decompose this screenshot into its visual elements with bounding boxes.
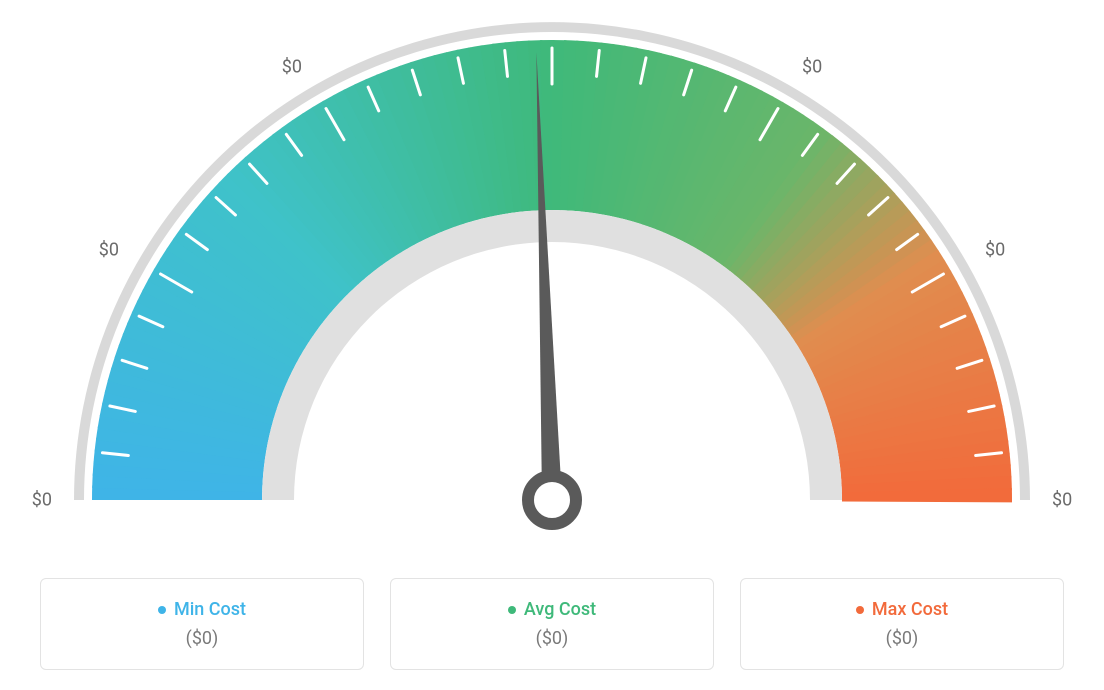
gauge-tick-label: $0 (32, 490, 52, 511)
legend-label-max: Max Cost (856, 599, 948, 620)
legend-label-text: Min Cost (174, 599, 246, 620)
legend-card-avg: Avg Cost ($0) (390, 578, 714, 670)
dot-icon (856, 606, 864, 614)
legend-value-avg: ($0) (536, 628, 569, 649)
legend-card-min: Min Cost ($0) (40, 578, 364, 670)
legend-label-text: Max Cost (872, 599, 948, 620)
dot-icon (158, 606, 166, 614)
legend-value-min: ($0) (186, 628, 219, 649)
gauge-tick-label: $0 (99, 240, 119, 261)
legend-label-text: Avg Cost (524, 599, 596, 620)
gauge-tick-label: $0 (802, 56, 822, 77)
gauge-tick-label: $0 (282, 56, 302, 77)
dot-icon (508, 606, 516, 614)
legend-row: Min Cost ($0) Avg Cost ($0) Max Cost ($0… (40, 578, 1064, 670)
legend-label-min: Min Cost (158, 599, 246, 620)
gauge-chart: $0$0$0$0$0$0$0 (0, 0, 1104, 550)
gauge-tick-label: $0 (985, 240, 1005, 261)
legend-label-avg: Avg Cost (508, 599, 596, 620)
legend-value-max: ($0) (886, 628, 919, 649)
legend-card-max: Max Cost ($0) (740, 578, 1064, 670)
gauge-tick-label: $0 (1052, 490, 1072, 511)
